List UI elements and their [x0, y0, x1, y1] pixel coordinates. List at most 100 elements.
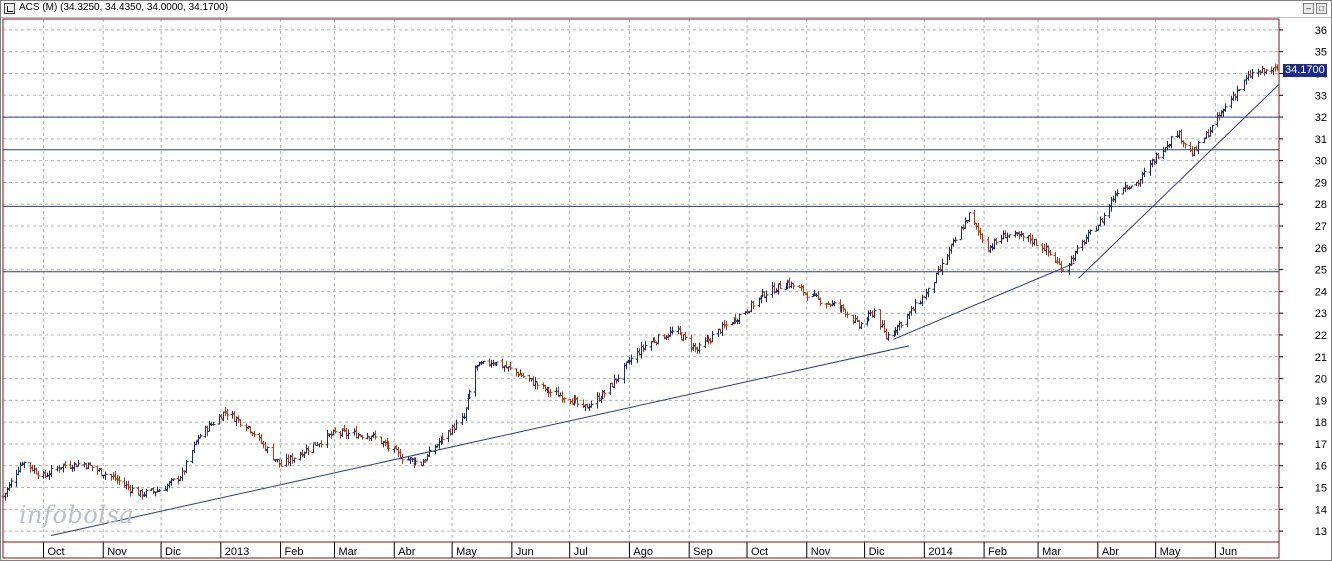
- ohlc-bar: [934, 272, 939, 284]
- ohlc-bar: [467, 389, 472, 400]
- ohlc-bar: [230, 410, 235, 419]
- ohlc-bar: [435, 444, 440, 448]
- ohlc-bar: [1169, 135, 1174, 149]
- y-tick-label: 25: [1315, 265, 1327, 277]
- ohlc-bar: [737, 313, 742, 325]
- x-tick-label: Nov: [811, 546, 831, 558]
- ohlc-bar: [1244, 74, 1249, 85]
- ohlc-bar: [1075, 245, 1080, 254]
- ohlc-bar: [72, 462, 77, 472]
- ohlc-bar: [1217, 112, 1222, 121]
- ohlc-bar: [791, 283, 796, 290]
- y-tick-label: 29: [1315, 177, 1327, 189]
- x-tick-label: Dic: [869, 546, 885, 558]
- ohlc-bar: [279, 459, 284, 467]
- ohlc-bar: [22, 461, 27, 469]
- ohlc-bar: [1134, 182, 1139, 187]
- ohlc-bar: [304, 444, 309, 454]
- ohlc-bar: [238, 419, 243, 427]
- ohlc-bar: [622, 362, 627, 384]
- ohlc-bar: [440, 433, 445, 445]
- ohlc-bar: [14, 469, 19, 487]
- ohlc-bar: [641, 344, 646, 353]
- x-tick-label: Oct: [47, 546, 64, 558]
- ohlc-bar: [207, 421, 212, 432]
- minimize-icon[interactable]: –: [1303, 3, 1314, 14]
- ohlc-bar: [338, 430, 343, 439]
- x-tick-label: Nov: [107, 546, 127, 558]
- x-tick-label: Feb: [285, 546, 304, 558]
- chart-icon: [4, 3, 15, 14]
- ohlc-bar: [872, 308, 877, 318]
- ohlc-bar: [454, 419, 459, 430]
- ohlc-bar: [851, 314, 856, 325]
- ohlc-bar: [994, 237, 999, 246]
- ohlc-bar: [130, 484, 135, 494]
- ohlc-bar: [805, 292, 810, 302]
- ohlc-bar: [194, 440, 199, 446]
- trendline: [893, 262, 1075, 340]
- ohlc-bar: [751, 300, 756, 310]
- ohlc-bar: [683, 332, 688, 340]
- y-tick-label: 19: [1315, 395, 1327, 407]
- y-tick-label: 13: [1315, 526, 1327, 538]
- ohlc-bar: [1115, 189, 1120, 197]
- ohlc-bar: [223, 407, 228, 416]
- ohlc-bar: [76, 459, 81, 467]
- ohlc-bar: [325, 429, 330, 448]
- ohlc-bar: [506, 366, 511, 372]
- ohlc-bar: [502, 365, 507, 372]
- ohlc-bar: [587, 403, 592, 411]
- ohlc-bar: [521, 373, 526, 378]
- ohlc-bar: [190, 450, 195, 464]
- ohlc-bar: [691, 343, 696, 351]
- y-tick-label: 16: [1315, 461, 1327, 473]
- ohlc-bar: [999, 234, 1004, 244]
- ohlc-bar: [386, 441, 391, 452]
- ohlc-bar: [234, 416, 239, 427]
- ohlc-bar: [961, 224, 966, 231]
- ohlc-bar: [832, 301, 837, 307]
- y-tick-label: 24: [1315, 286, 1327, 298]
- ohlc-bar: [1181, 140, 1186, 148]
- ohlc-bar: [922, 295, 927, 298]
- ohlc-bar: [180, 467, 185, 481]
- ohlc-bar: [666, 333, 671, 341]
- ohlc-bar: [789, 281, 794, 289]
- maximize-icon[interactable]: □: [1316, 3, 1327, 14]
- ohlc-bar: [978, 227, 983, 240]
- ohlc-bar: [770, 281, 775, 298]
- ohlc-bar: [664, 334, 669, 341]
- y-tick-label: 21: [1315, 352, 1327, 364]
- ohlc-bar: [859, 321, 864, 330]
- ohlc-bar: [1231, 91, 1236, 101]
- plot-frame: [2, 18, 1280, 543]
- ohlc-bar: [1053, 252, 1058, 264]
- ohlc-bar: [1223, 103, 1228, 112]
- ohlc-bar: [720, 321, 725, 337]
- ohlc-bar: [284, 453, 289, 467]
- ohlc-bar: [198, 433, 203, 438]
- ohlc-bar: [126, 480, 131, 491]
- ohlc-bar: [333, 427, 338, 434]
- ohlc-bar: [55, 466, 60, 472]
- ohlc-bar: [1154, 152, 1159, 165]
- ohlc-bar: [535, 382, 540, 390]
- ohlc-bar: [1242, 79, 1247, 91]
- trendline: [1078, 84, 1280, 279]
- ohlc-bar: [5, 487, 10, 498]
- ohlc-bar: [352, 428, 357, 436]
- ohlc-bar: [1034, 238, 1039, 246]
- x-tick-label: May: [1160, 546, 1181, 558]
- ohlc-bar: [462, 413, 467, 420]
- ohlc-bar: [947, 247, 952, 260]
- ohlc-bar: [643, 341, 648, 351]
- ohlc-bar: [63, 461, 68, 468]
- ohlc-bar: [437, 438, 442, 449]
- x-axis-frame: [2, 541, 1280, 559]
- ohlc-bar: [612, 374, 617, 389]
- ohlc-bar: [776, 283, 781, 295]
- ohlc-bar: [452, 423, 457, 434]
- ohlc-bar: [1275, 64, 1280, 71]
- x-tick-label: Dic: [165, 546, 181, 558]
